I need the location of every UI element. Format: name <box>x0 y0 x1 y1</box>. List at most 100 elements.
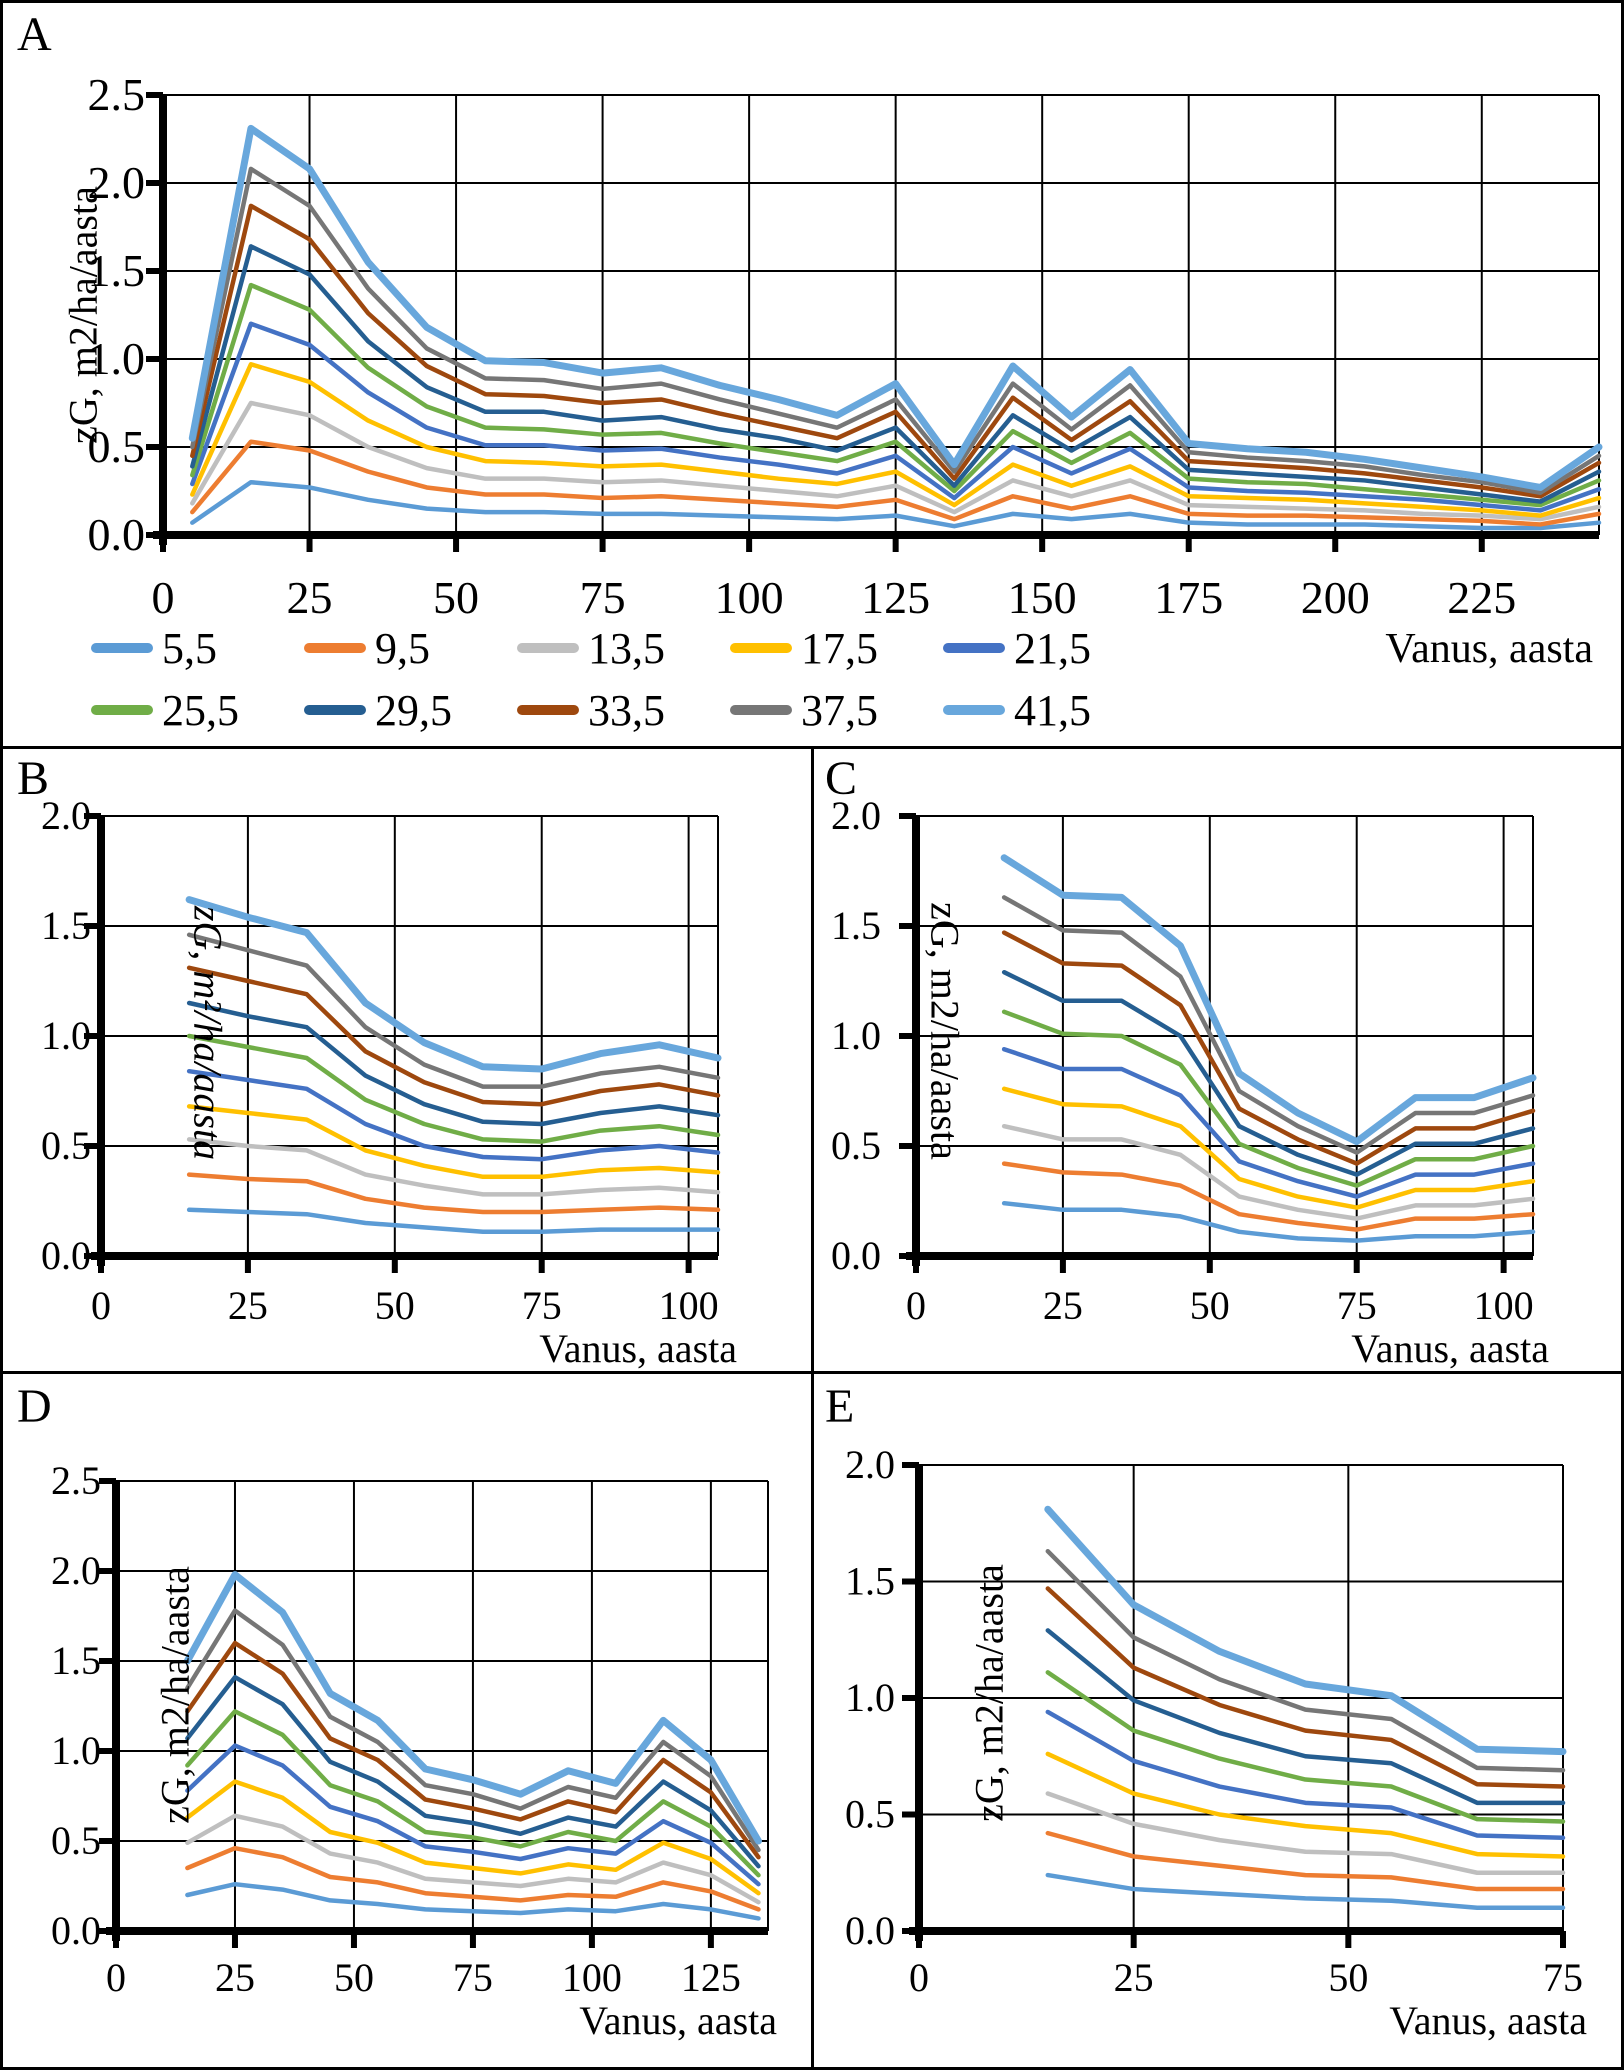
legend-swatch <box>91 643 153 653</box>
panel-e-y-tick-mark <box>902 1928 919 1934</box>
panel-a-series-line-29-5 <box>190 244 1602 504</box>
panel-d-series-line-13-5 <box>185 1813 761 1905</box>
panel-c-y-tick-mark <box>899 1033 916 1039</box>
panel-e-x-tick-mark <box>916 1931 922 1948</box>
panel-e-x-axis-label: Vanus, aasta <box>1389 1998 1587 2043</box>
panel-c-series-line-25-5 <box>1001 1009 1536 1188</box>
panel-a-y-tick-label: 1.5 <box>88 245 146 296</box>
panel-b-x-tick-mark <box>98 1256 104 1273</box>
panel-b-series-line-33-5 <box>186 965 721 1107</box>
panel-d-x-axis-label: Vanus, aasta <box>579 1998 777 2043</box>
panel-d-y-tick-label: 2.0 <box>51 1548 101 1593</box>
panel-d-series-line-33-5 <box>185 1640 761 1860</box>
panel-b-series-line-25-5 <box>186 1033 721 1144</box>
legend-entry: 37,5 <box>730 685 943 736</box>
panel-a-x-tick-label: 175 <box>1154 572 1223 623</box>
panel-e-x-tick-mark <box>1345 1931 1352 1948</box>
panel-e-series-line-13-5 <box>1045 1791 1566 1875</box>
panel-b-y-tick-mark <box>84 1143 101 1149</box>
panel-c-x-tick-mark <box>913 1256 919 1273</box>
legend-entry: 41,5 <box>943 685 1156 736</box>
panel-c-y-tick-label: 2.0 <box>831 793 881 838</box>
panel-b-x-tick-mark <box>685 1256 692 1273</box>
panel-e-series-line-5-5 <box>1045 1872 1566 1910</box>
panel-b-series-line-9-5 <box>186 1172 721 1215</box>
legend-label: 21,5 <box>1014 623 1091 673</box>
panel-a-series-line-37-5 <box>190 166 1602 496</box>
panel-b-x-tick-mark <box>538 1256 545 1273</box>
panel-a-y-tick-mark <box>146 92 163 98</box>
panel-e-y-tick-label: 1.0 <box>845 1675 895 1720</box>
panel-a-y-tick-mark <box>146 268 163 274</box>
panel-d-series-line-21-5 <box>185 1743 761 1887</box>
panel-a-series-line-13-5 <box>190 400 1602 522</box>
panel-b-x-tick-label: 100 <box>659 1283 719 1328</box>
panel-a-y-tick-label: 1.0 <box>88 333 146 384</box>
legend-label: 33,5 <box>588 685 665 735</box>
legend-label: 9,5 <box>375 623 430 673</box>
panel-c-series-line-33-5 <box>1001 930 1536 1166</box>
panel-e-x-tick-mark <box>1560 1931 1566 1948</box>
panel-e-x-tick-mark <box>1130 1931 1137 1948</box>
panel-b-series-line-13-5 <box>186 1137 721 1197</box>
panel-d-y-tick-mark <box>99 1748 116 1754</box>
panel-d-letter: D <box>17 1380 52 1433</box>
panel-e-x-tick-label: 75 <box>1543 1955 1583 2000</box>
panel-a-x-tick-mark <box>1478 535 1485 552</box>
legend-entry: 33,5 <box>517 685 730 736</box>
legend-entry: 21,5 <box>943 623 1156 674</box>
panel-b-y-tick-label: 0.5 <box>41 1123 91 1168</box>
panel-d-x-tick-label: 0 <box>106 1955 126 2000</box>
panel-b-series-line-21-5 <box>186 1068 721 1162</box>
panel-a-x-tick-label: 75 <box>580 572 626 623</box>
panel-b-x-axis-label: Vanus, aasta <box>539 1326 737 1371</box>
panel-d-series-line-25-5 <box>185 1709 761 1878</box>
charts-svg: 0 25 50 75 100 125 150 175 200 225 0.0 0.5 1.0 1.5 2.0… <box>41 69 1603 2000</box>
panel-c-x-tick-label: 75 <box>1337 1283 1377 1328</box>
panel-b-y-tick-mark <box>84 1253 101 1259</box>
panel-c-y-tick-mark <box>899 813 916 819</box>
panel-c-x-tick-mark <box>1059 1256 1066 1273</box>
panel-a-x-tick-label: 0 <box>152 572 175 623</box>
panel-d-series-line-17-5 <box>185 1779 761 1896</box>
panel-e-letter: E <box>825 1380 855 1433</box>
panel-c-x-tick-label: 0 <box>906 1283 926 1328</box>
panel-c-series-line-5-5 <box>1001 1200 1536 1243</box>
panel-d-series-line-5-5 <box>185 1881 761 1921</box>
legend-entry: 25,5 <box>91 685 304 736</box>
panel-c-series-line-21-5 <box>1001 1046 1536 1199</box>
panel-b-y-tick-mark <box>84 813 101 819</box>
panel-c-x-tick-label: 100 <box>1474 1283 1534 1328</box>
panel-e-series-line-9-5 <box>1045 1830 1566 1892</box>
panel-b-y-tick-label: 1.0 <box>41 1013 91 1058</box>
panel-d-x-tick-mark <box>231 1931 238 1948</box>
panel-c-x-axis-label: Vanus, aasta <box>1351 1326 1549 1371</box>
panel-d-x-tick-label: 75 <box>453 1955 493 2000</box>
panel-a-y-tick-label: 2.0 <box>88 157 146 208</box>
legend-label: 29,5 <box>375 685 452 735</box>
legend-entry: 17,5 <box>730 623 943 674</box>
panel-e-y-tick-mark <box>902 1462 919 1468</box>
panel-d-series-line-41-5 <box>183 1571 762 1845</box>
legend-row-1: 5,5 9,5 13,5 17,5 21,5 <box>91 617 1191 679</box>
panel-d-y-tick-label: 1.0 <box>51 1728 101 1773</box>
panel-d-x-tick-label: 125 <box>681 1955 741 2000</box>
panel-b-x-tick-mark <box>391 1256 398 1273</box>
panel-d-y-tick-mark <box>99 1568 116 1574</box>
panel-a-x-tick-label: 125 <box>861 572 930 623</box>
panel-a-x-tick-label: 200 <box>1301 572 1370 623</box>
panel-b-series-line-17-5 <box>186 1104 721 1180</box>
panel-a-x-tick-mark <box>892 535 899 552</box>
panel-d-y-tick-label: 0.5 <box>51 1818 101 1863</box>
panel-e-y-tick-mark <box>902 1578 919 1585</box>
panel-e-y-axis-label: zG, m2/ha/aasta <box>966 1564 1012 1822</box>
panel-a-x-tick-mark <box>1039 535 1046 552</box>
panel-a-x-tick-mark <box>599 535 606 552</box>
legend-swatch <box>304 705 366 715</box>
panel-c-y-tick-label: 1.0 <box>831 1013 881 1058</box>
panel-d-series-line-29-5 <box>185 1674 761 1869</box>
panel-e-y-tick-mark <box>902 1695 919 1701</box>
panel-a-y-tick-label: 0.0 <box>88 509 146 560</box>
panel-d-series-line-37-5 <box>185 1608 761 1853</box>
